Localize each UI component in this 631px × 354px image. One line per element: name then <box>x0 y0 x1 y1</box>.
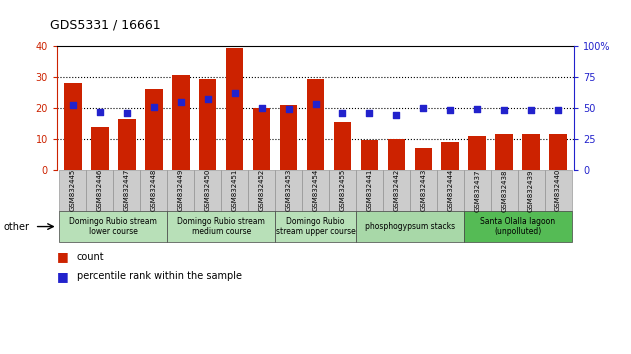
Point <box>418 105 428 111</box>
Bar <box>172 75 189 170</box>
Bar <box>495 134 513 170</box>
Text: GSM832446: GSM832446 <box>97 169 103 211</box>
Point <box>338 110 348 116</box>
Text: GSM832452: GSM832452 <box>259 169 264 211</box>
Point <box>499 108 509 113</box>
Text: GSM832442: GSM832442 <box>393 169 399 211</box>
Bar <box>145 89 163 170</box>
Point <box>122 110 132 116</box>
Point <box>230 90 240 96</box>
Text: GDS5331 / 16661: GDS5331 / 16661 <box>50 19 161 32</box>
Text: Domingo Rubio
stream upper course: Domingo Rubio stream upper course <box>276 217 355 236</box>
Bar <box>442 142 459 170</box>
Text: GSM832448: GSM832448 <box>151 169 157 211</box>
Point <box>68 103 78 108</box>
Bar <box>307 79 324 170</box>
Point <box>283 106 293 112</box>
Bar <box>253 108 270 170</box>
Bar <box>280 105 297 170</box>
Text: Domingo Rubio stream
lower course: Domingo Rubio stream lower course <box>69 217 157 236</box>
Text: Santa Olalla lagoon
(unpolluted): Santa Olalla lagoon (unpolluted) <box>480 217 555 236</box>
Point <box>95 109 105 115</box>
Bar <box>549 134 567 170</box>
Point <box>553 108 563 113</box>
Point <box>526 108 536 113</box>
Text: GSM832453: GSM832453 <box>286 169 292 211</box>
Point <box>391 113 401 118</box>
Text: phosphogypsum stacks: phosphogypsum stacks <box>365 222 455 231</box>
Bar <box>91 126 109 170</box>
Bar <box>226 47 244 170</box>
Text: count: count <box>77 252 105 262</box>
Bar <box>522 134 540 170</box>
Bar <box>361 141 378 170</box>
Text: GSM832445: GSM832445 <box>70 169 76 211</box>
Text: GSM832444: GSM832444 <box>447 169 453 211</box>
Bar <box>387 139 405 170</box>
Text: other: other <box>3 222 29 232</box>
Point <box>175 99 186 105</box>
Point <box>203 96 213 102</box>
Text: GSM832438: GSM832438 <box>501 169 507 212</box>
Point <box>310 101 321 107</box>
Bar <box>334 122 351 170</box>
Point <box>257 105 267 111</box>
Text: GSM832441: GSM832441 <box>367 169 372 211</box>
Point <box>445 108 456 113</box>
Point <box>472 106 482 112</box>
Text: GSM832447: GSM832447 <box>124 169 130 211</box>
Text: GSM832451: GSM832451 <box>232 169 238 211</box>
Text: GSM832439: GSM832439 <box>528 169 534 212</box>
Text: GSM832437: GSM832437 <box>474 169 480 212</box>
Bar <box>118 119 136 170</box>
Point <box>364 110 374 116</box>
Point <box>149 104 159 110</box>
Text: Domingo Rubio stream
medium course: Domingo Rubio stream medium course <box>177 217 265 236</box>
Text: GSM832450: GSM832450 <box>204 169 211 211</box>
Text: ■: ■ <box>57 270 69 282</box>
Text: GSM832449: GSM832449 <box>178 169 184 211</box>
Bar <box>64 83 82 170</box>
Bar <box>199 79 216 170</box>
Text: GSM832454: GSM832454 <box>312 169 319 211</box>
Text: GSM832455: GSM832455 <box>339 169 345 211</box>
Text: GSM832440: GSM832440 <box>555 169 561 211</box>
Bar <box>468 136 486 170</box>
Text: GSM832443: GSM832443 <box>420 169 427 211</box>
Text: ■: ■ <box>57 250 69 263</box>
Bar <box>415 148 432 170</box>
Text: percentile rank within the sample: percentile rank within the sample <box>77 271 242 281</box>
